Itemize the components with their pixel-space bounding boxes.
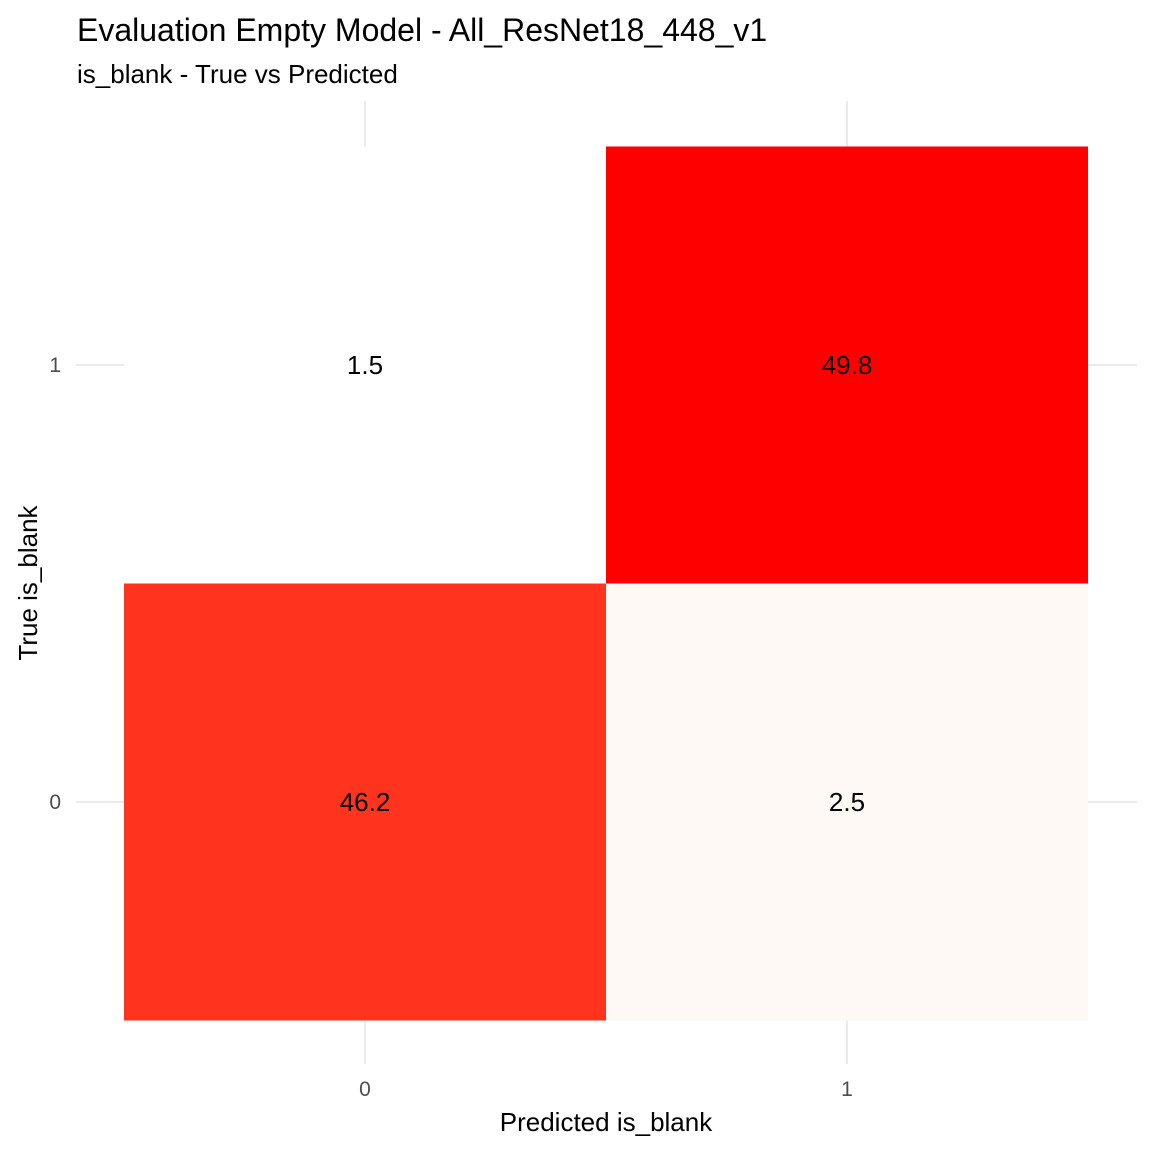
heatmap-cell-1-1 bbox=[606, 146, 1088, 584]
heatmap-cells bbox=[124, 146, 1088, 1021]
cell-value-label: 2.5 bbox=[829, 787, 865, 817]
heatmap-cell-1-0 bbox=[124, 146, 606, 584]
heatmap-cell-0-1 bbox=[606, 583, 1088, 1021]
chart-subtitle: is_blank - True vs Predicted bbox=[77, 59, 398, 89]
axis-tick-labels: 0 1 0 1 bbox=[49, 354, 853, 1101]
chart-title: Evaluation Empty Model - All_ResNet18_44… bbox=[77, 12, 767, 48]
x-axis-title: Predicted is_blank bbox=[500, 1107, 713, 1137]
x-tick-label: 1 bbox=[841, 1078, 853, 1101]
cell-value-label: 49.8 bbox=[822, 350, 873, 380]
cell-value-label: 1.5 bbox=[347, 350, 383, 380]
y-axis-title: True is_blank bbox=[13, 504, 43, 660]
cell-value-labels: 1.5 49.8 46.2 2.5 bbox=[340, 350, 873, 817]
heatmap-cell-0-0 bbox=[124, 583, 606, 1021]
x-tick-label: 0 bbox=[359, 1078, 371, 1101]
y-tick-label: 1 bbox=[49, 354, 61, 377]
cell-value-label: 46.2 bbox=[340, 787, 391, 817]
y-tick-label: 0 bbox=[49, 791, 61, 814]
